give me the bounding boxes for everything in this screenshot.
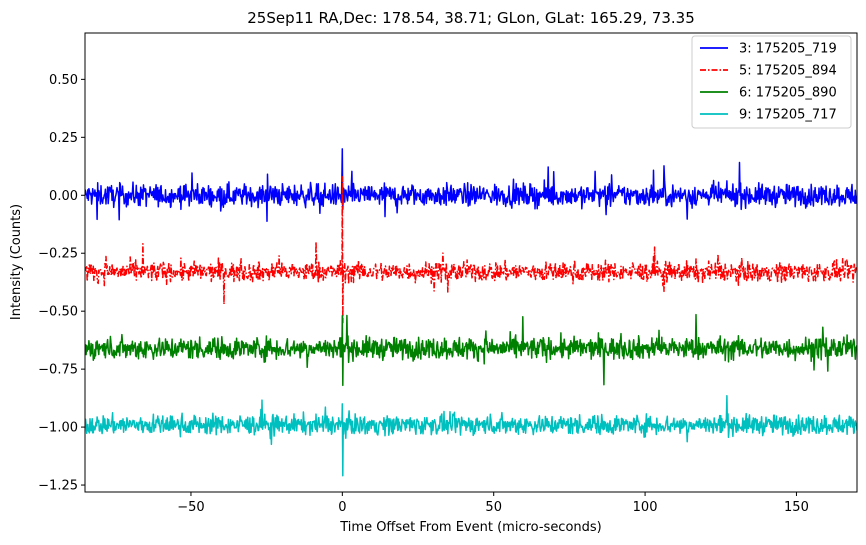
series-line-1 [85,148,857,223]
y-tick-label: −0.25 [38,247,78,262]
series-line-4 [85,394,857,477]
x-tick-label: 100 [633,500,658,515]
x-axis-label: Time Offset From Event (micro-seconds) [339,520,602,535]
legend-box [691,35,852,129]
y-tick-label: 0.00 [49,189,78,204]
x-tick-label: 0 [338,500,346,515]
chart-title: 25Sep11 RA,Dec: 178.54, 38.71; GLon, GLa… [247,9,694,27]
series-line-3 [85,313,857,387]
x-tick-label: 50 [485,500,502,515]
x-axis: −50 0 50 100 150 [177,492,809,515]
x-tick-label: 150 [784,500,809,515]
y-tick-label: 0.25 [49,131,78,146]
y-tick-label: −0.75 [38,363,78,378]
y-tick-label: 0.50 [49,73,78,88]
legend-label: 3: 175205_719 [739,42,837,57]
x-tick-label: −50 [177,500,204,515]
plot-frame [84,32,858,493]
y-tick-label: −0.50 [38,305,78,320]
legend-label: 9: 175205_717 [739,108,837,123]
legend-label: 5: 175205_894 [739,64,837,79]
y-tick-label: −1.00 [38,421,78,436]
legend-label: 6: 175205_890 [739,86,837,101]
series-line-2 [85,175,857,324]
series-layer [85,148,857,477]
y-axis-label: Intensity (Counts) [9,204,24,320]
y-tick-label: −1.25 [38,479,78,494]
y-axis: −1.25 −1.00 −0.75 −0.50 −0.25 0.00 0.25 0.50 [38,73,85,494]
legend: 3: 175205_719 5: 175205_894 6: 175205_890 9… [691,35,852,129]
